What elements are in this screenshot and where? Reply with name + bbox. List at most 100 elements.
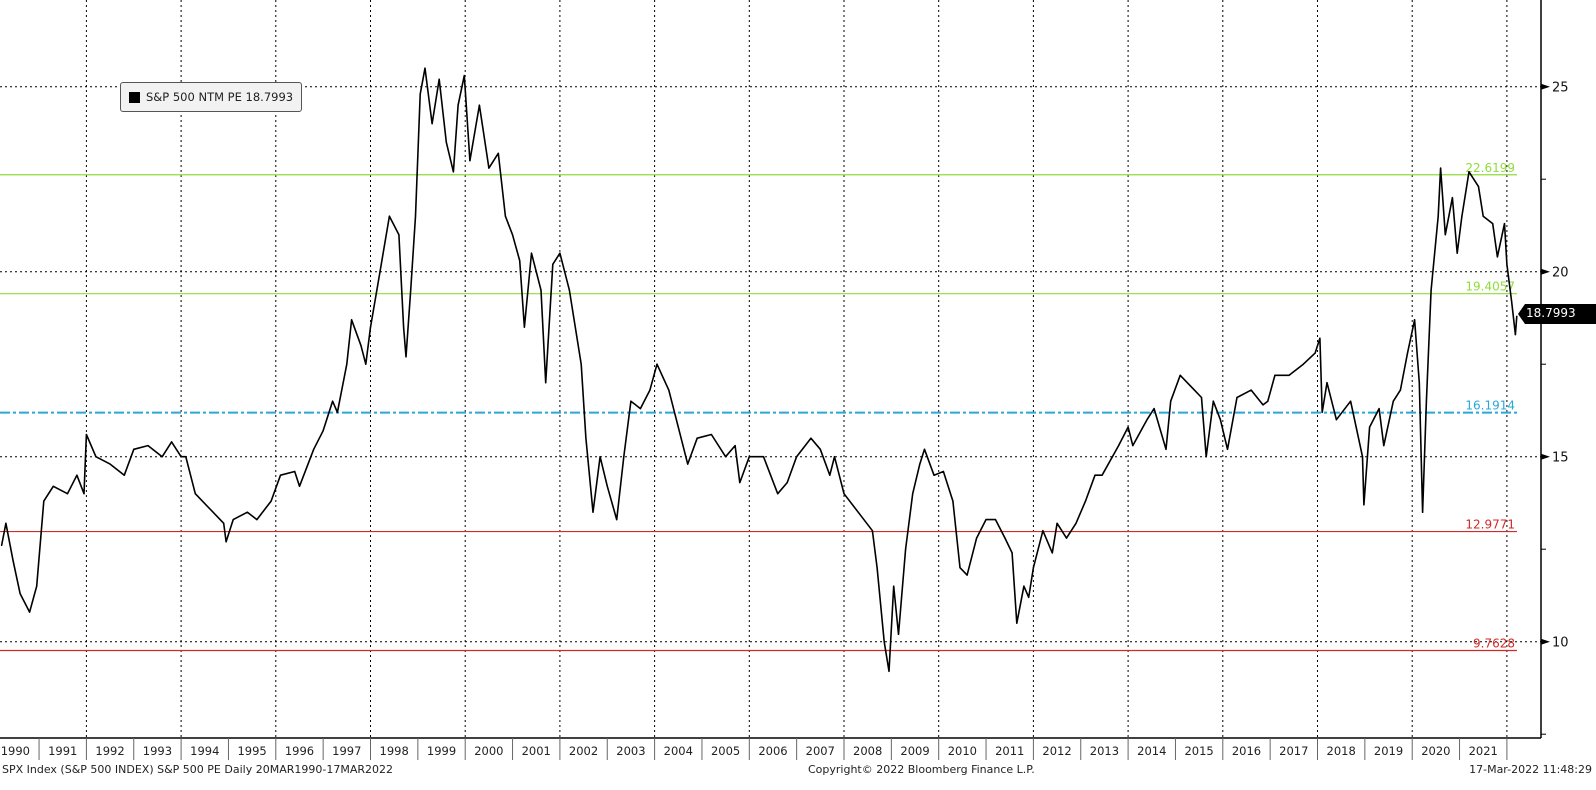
data-point: [346, 363, 348, 365]
data-point: [109, 463, 111, 465]
data-point: [1127, 426, 1129, 428]
data-point: [1506, 263, 1508, 265]
series-layer: [0, 67, 1518, 673]
reference-line-label: 12.9771: [1465, 518, 1515, 532]
data-point: [1468, 171, 1470, 173]
data-point: [1392, 400, 1394, 402]
data-point: [748, 456, 750, 458]
data-point: [696, 437, 698, 439]
data-point: [419, 93, 421, 95]
data-point: [424, 67, 426, 69]
data-point: [294, 470, 296, 473]
data-point: [83, 493, 85, 495]
data-point: [95, 456, 97, 458]
x-tick-label: 2019: [1374, 744, 1403, 758]
data-point: [1288, 374, 1290, 376]
data-point: [232, 519, 234, 521]
data-point: [1193, 389, 1195, 391]
data-point: [36, 585, 38, 587]
data-point: [942, 470, 945, 473]
data-point: [810, 437, 812, 439]
x-tick-label: 1993: [143, 744, 172, 758]
data-point: [630, 400, 632, 402]
data-point: [5, 522, 7, 524]
data-point: [523, 326, 525, 328]
x-tick-label: 2012: [1042, 744, 1071, 758]
data-point: [1267, 400, 1269, 402]
data-point: [739, 482, 741, 484]
x-tick-label: 2005: [711, 744, 740, 758]
data-point: [1170, 400, 1172, 402]
data-point: [1165, 448, 1167, 450]
data-point: [403, 326, 405, 328]
data-point: [1146, 419, 1148, 421]
data-point: [623, 456, 625, 458]
data-point: [19, 593, 21, 595]
data-point: [933, 474, 935, 476]
reference-lines: 22.6199 19.4057 16.1914 12.9771 9.7628: [0, 161, 1517, 652]
y-tick-arrow-icon: [1541, 268, 1550, 275]
data-point: [568, 289, 570, 291]
data-point: [270, 500, 272, 502]
data-point: [478, 104, 481, 106]
x-tick-label: 2000: [474, 744, 503, 758]
data-point: [1319, 337, 1321, 339]
data-point: [1219, 419, 1222, 421]
data-point: [398, 234, 400, 236]
data-point: [923, 448, 926, 450]
x-tick-label: 1990: [1, 744, 30, 758]
x-tick-label: 2009: [900, 744, 929, 758]
data-point: [414, 215, 417, 217]
data-point: [1451, 197, 1454, 199]
y-tick-label: 10: [1552, 636, 1569, 651]
data-point: [223, 522, 225, 524]
data-point: [332, 400, 334, 402]
data-point: [497, 152, 499, 154]
data-point: [12, 559, 14, 561]
data-point: [360, 345, 362, 347]
data-point: [580, 363, 582, 365]
data-point: [194, 493, 196, 495]
data-point: [904, 548, 907, 550]
data-point: [438, 78, 440, 80]
data-point: [1042, 530, 1044, 532]
data-point: [279, 474, 282, 476]
y-tick-arrow-icon: [1541, 638, 1550, 645]
x-tick-label: 2010: [948, 744, 977, 758]
data-point: [369, 326, 372, 328]
x-tick-label: 1991: [48, 744, 77, 758]
data-point: [1516, 315, 1518, 317]
data-point: [1514, 334, 1517, 336]
data-point: [966, 574, 968, 576]
data-point: [133, 448, 135, 450]
data-point: [1482, 215, 1484, 217]
data-point: [52, 485, 54, 487]
data-point: [1212, 400, 1214, 402]
data-point: [1262, 404, 1264, 406]
data-point: [445, 141, 447, 143]
data-point: [379, 271, 381, 273]
y-tick-label: 15: [1552, 451, 1569, 466]
x-tick-label: 2017: [1279, 744, 1308, 758]
data-point: [1, 544, 3, 547]
x-tick-label: 2018: [1327, 744, 1356, 758]
series-line-pe: [0, 67, 1518, 673]
legend-label: S&P 500 NTM PE: [146, 90, 242, 104]
data-point: [365, 363, 367, 365]
data-point: [43, 500, 45, 502]
data-point: [857, 511, 859, 513]
x-tick-label: 2006: [758, 744, 787, 758]
data-point: [1363, 504, 1365, 506]
data-point: [734, 445, 736, 447]
reference-line-label: 22.6199: [1465, 161, 1515, 175]
x-tick-label: 1999: [427, 744, 456, 758]
data-point: [833, 456, 836, 458]
data-point: [1200, 396, 1203, 399]
data-point: [28, 611, 31, 613]
data-point: [656, 363, 658, 365]
data-point: [975, 537, 978, 539]
data-point: [725, 456, 727, 458]
data-point: [1118, 445, 1120, 447]
data-point: [1444, 234, 1446, 236]
x-tick-label: 2014: [1137, 744, 1166, 758]
